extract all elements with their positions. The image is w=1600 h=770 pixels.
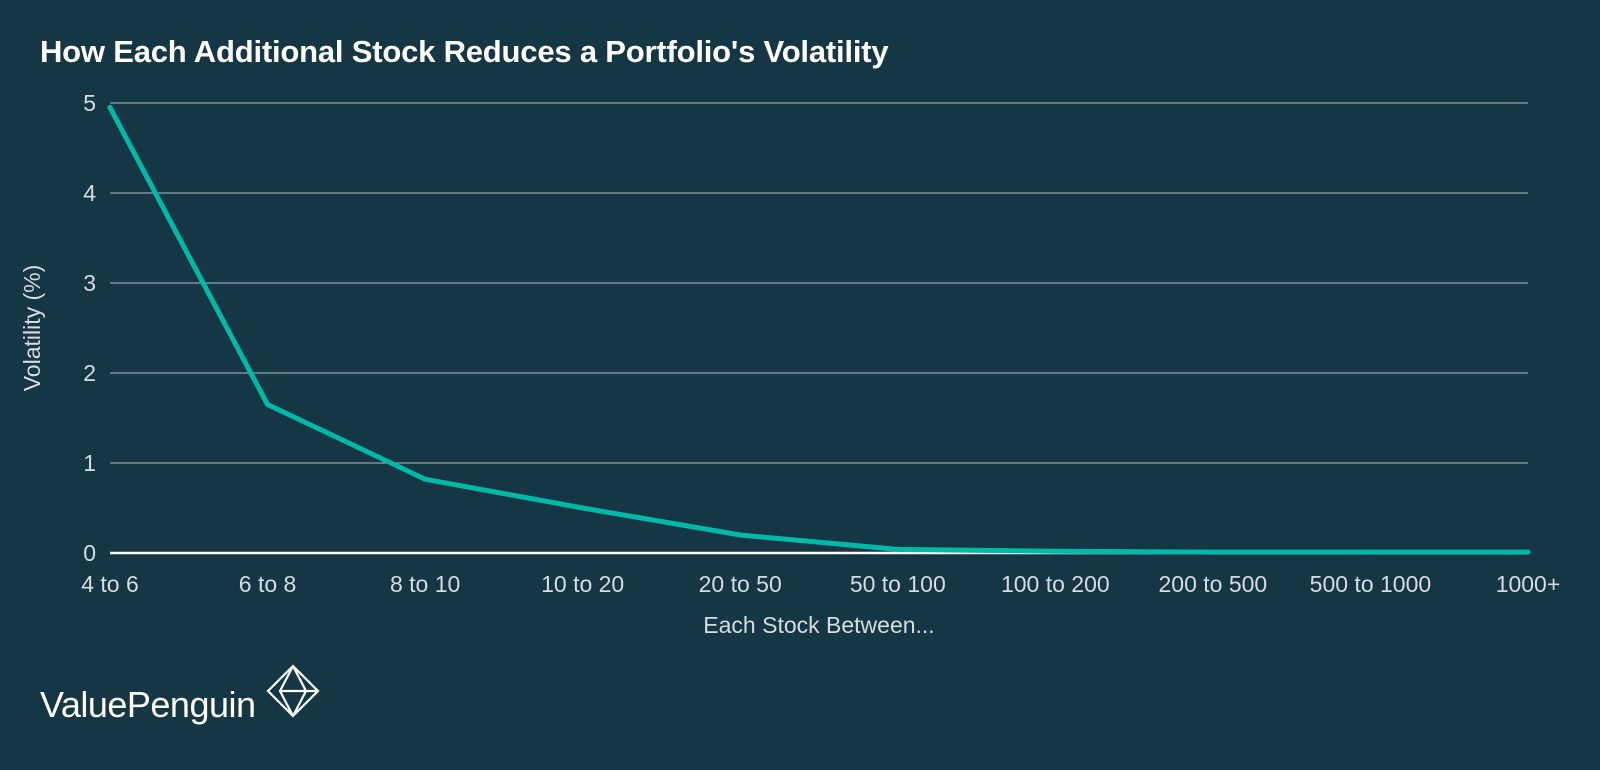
data-point bbox=[422, 476, 428, 482]
y-tick-label: 4 bbox=[83, 180, 96, 206]
x-tick-label: 20 to 50 bbox=[699, 571, 782, 597]
y-tick-label: 3 bbox=[83, 270, 96, 296]
brand-logo: ValuePenguin bbox=[40, 664, 320, 726]
data-point bbox=[895, 546, 901, 552]
x-tick-label: 50 to 100 bbox=[850, 571, 946, 597]
data-point bbox=[1210, 549, 1216, 555]
data-point bbox=[107, 105, 113, 110]
data-point bbox=[737, 532, 743, 538]
data-point bbox=[580, 505, 586, 511]
x-tick-labels: 4 to 6 6 to 8 8 to 10 10 to 20 20 to 50 50 to… bbox=[81, 571, 1560, 597]
y-tick-label: 0 bbox=[83, 540, 96, 566]
x-tick-label: 500 to 1000 bbox=[1310, 571, 1432, 597]
y-tick-labels: 0 1 2 3 4 5 bbox=[83, 90, 96, 566]
x-tick-label: 10 to 20 bbox=[541, 571, 624, 597]
data-point bbox=[265, 402, 271, 407]
data-point bbox=[1367, 549, 1373, 555]
x-axis-label: Each Stock Between... bbox=[703, 612, 934, 638]
y-tick-label: 1 bbox=[83, 450, 96, 476]
data-point bbox=[1525, 549, 1531, 555]
x-tick-label: 100 to 200 bbox=[1001, 571, 1110, 597]
series-lines bbox=[107, 105, 1531, 555]
x-tick-label: 8 to 10 bbox=[390, 571, 460, 597]
line-chart: 0 1 2 3 4 5 4 to 6 6 to 8 8 to 10 10 to 20 20 to … bbox=[19, 90, 1560, 638]
gridlines bbox=[110, 102, 1528, 555]
valuepenguin-diamond-icon bbox=[265, 664, 320, 718]
series-line bbox=[107, 105, 1531, 555]
x-tick-label: 1000+ bbox=[1496, 571, 1561, 597]
y-tick-label: 2 bbox=[83, 360, 96, 386]
brand-name: ValuePenguin bbox=[40, 684, 256, 725]
y-tick-label: 5 bbox=[83, 90, 96, 116]
data-point bbox=[1052, 548, 1058, 554]
x-tick-label: 6 to 8 bbox=[239, 571, 297, 597]
chart-title: How Each Additional Stock Reduces a Port… bbox=[40, 34, 889, 69]
y-axis-label: Volatility (%) bbox=[19, 265, 45, 392]
x-tick-label: 200 to 500 bbox=[1159, 571, 1268, 597]
x-tick-label: 4 to 6 bbox=[81, 571, 139, 597]
